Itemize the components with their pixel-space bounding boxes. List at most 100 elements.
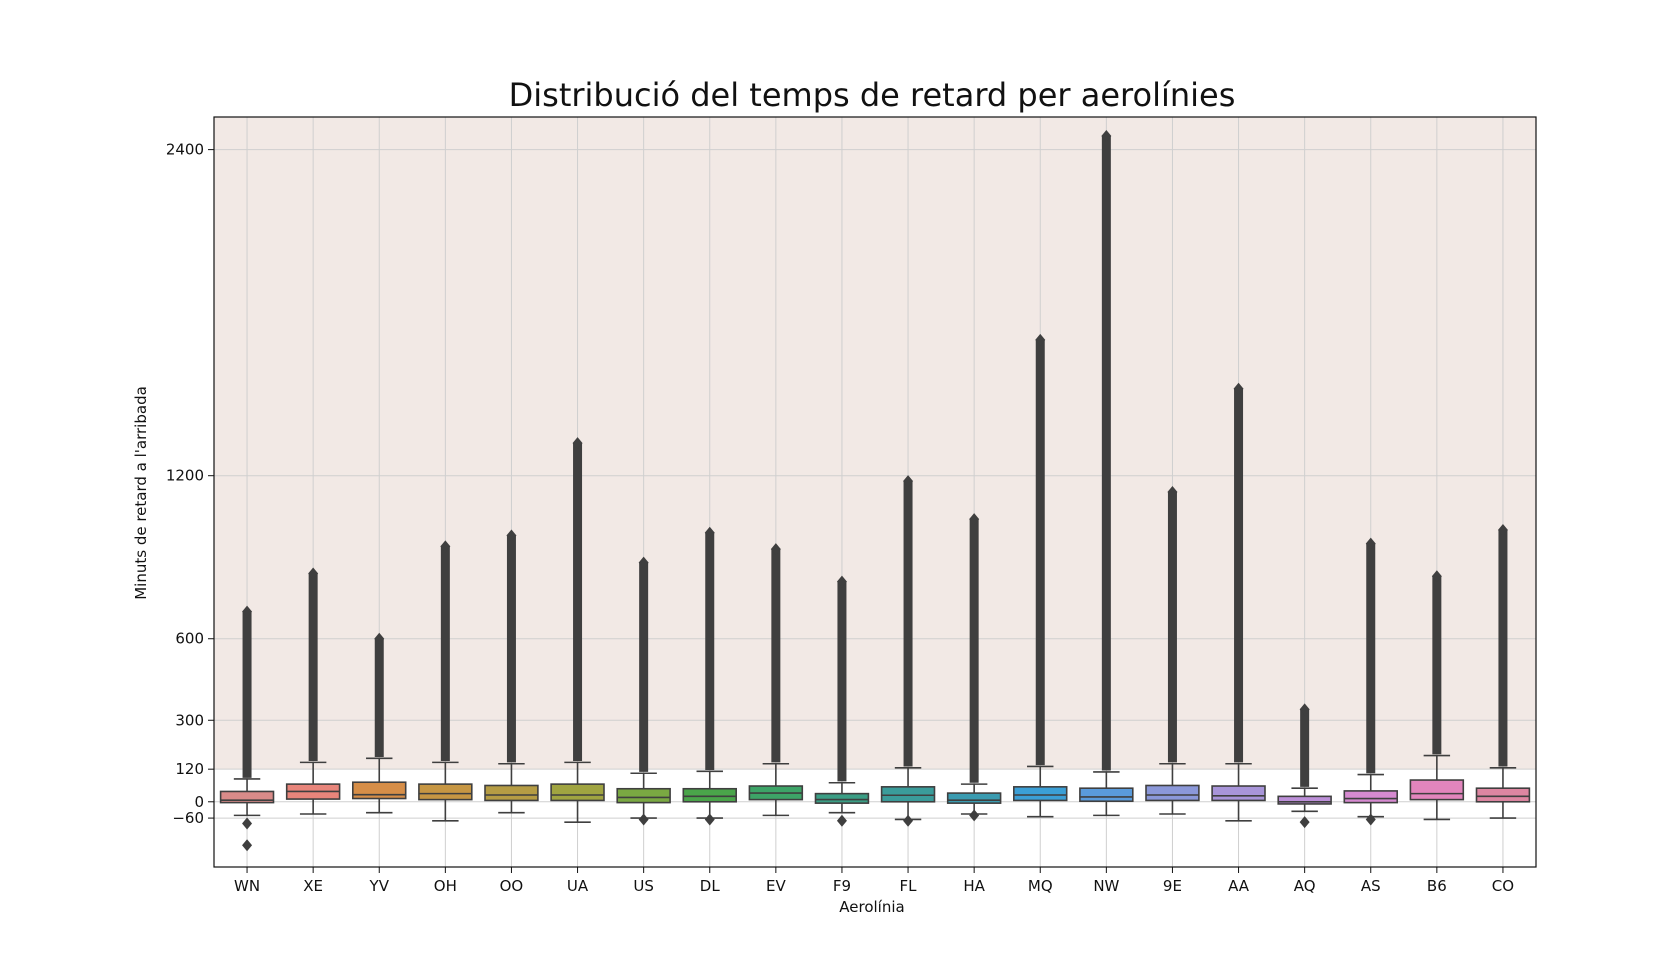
outlier-point: [572, 437, 583, 450]
y-tick-label: 0: [194, 793, 204, 811]
box-group-b6: [1409, 570, 1465, 821]
box-group-fl: [880, 475, 936, 827]
box-group-f9: [814, 575, 870, 827]
outlier-point: [969, 513, 980, 526]
x-tick-label: CO: [1492, 877, 1514, 895]
box-group-oh: [418, 540, 473, 822]
x-tick-label: MQ: [1028, 877, 1053, 895]
box-iqr: [1145, 784, 1200, 802]
x-tick-label: US: [633, 877, 654, 895]
outlier-point: [1299, 703, 1310, 716]
box-iqr: [880, 786, 936, 803]
box-iqr: [616, 787, 671, 804]
box-group-dl: [682, 526, 737, 826]
x-tick-label: OH: [434, 877, 457, 895]
y-tick-label: 1200: [166, 467, 204, 485]
y-axis-label: Minuts de retard a l'arribada: [132, 386, 150, 600]
outlier-point: [903, 814, 914, 827]
x-tick-label: UA: [567, 877, 589, 895]
box-group-ha: [946, 513, 1002, 822]
x-tick-label: AQ: [1294, 877, 1316, 895]
x-tick-label: HA: [963, 877, 985, 895]
box-iqr: [1343, 790, 1398, 804]
box-iqr: [1079, 787, 1134, 803]
x-tick-label: 9E: [1163, 877, 1182, 895]
outlier-point: [506, 529, 517, 542]
outlier-point: [836, 575, 847, 588]
outlier-point: [242, 839, 253, 852]
outlier-point: [242, 817, 253, 830]
box-group-ua: [550, 437, 605, 823]
box-iqr: [418, 783, 473, 801]
x-tick-label: YV: [369, 877, 390, 895]
box-group-mq: [1013, 333, 1068, 818]
box-iqr: [814, 792, 870, 804]
x-tick-label: AS: [1361, 877, 1381, 895]
outlier-point: [1167, 486, 1178, 498]
outlier-point: [1497, 524, 1508, 537]
box-layer: [219, 130, 1531, 852]
outlier-point: [836, 814, 847, 827]
x-tick-label: F9: [833, 877, 851, 895]
box-iqr: [550, 783, 605, 802]
outlier-point: [1299, 816, 1310, 829]
box-iqr: [1409, 779, 1465, 801]
outlier-point: [440, 540, 451, 553]
box-iqr: [1277, 795, 1332, 805]
y-tick-label: 120: [175, 760, 204, 778]
outlier-point: [374, 632, 385, 645]
box-group-us: [616, 556, 671, 826]
box-group-yv: [352, 632, 407, 814]
outlier-point: [1431, 570, 1442, 583]
x-tick-label: OO: [500, 877, 524, 895]
outlier-point: [1035, 333, 1046, 346]
x-tick-label: DL: [700, 877, 721, 895]
box-iqr: [352, 781, 407, 800]
box-iqr: [484, 784, 539, 802]
outlier-point: [704, 813, 715, 826]
x-tick-label: FL: [900, 877, 918, 895]
box-iqr: [1211, 785, 1266, 802]
box-iqr: [682, 787, 737, 803]
outlier-point: [308, 567, 319, 580]
outlier-point: [242, 605, 253, 618]
y-tick-label: 300: [175, 711, 204, 729]
x-axis-label: Aerolínia: [839, 898, 904, 916]
outlier-point: [1233, 382, 1244, 395]
plot-background: [214, 117, 1536, 770]
outlier-point: [638, 813, 649, 826]
box-iqr: [1475, 787, 1531, 803]
box-group-as: [1343, 537, 1398, 826]
box-iqr: [1013, 786, 1068, 802]
box-group-wn: [219, 605, 275, 852]
outlier-point: [770, 543, 781, 556]
outlier-point: [903, 475, 914, 488]
chart-title: Distribució del temps de retard per aero…: [509, 76, 1236, 114]
x-tick-label: NW: [1093, 877, 1119, 895]
outlier-point: [638, 556, 649, 569]
plot-frame: [213, 116, 1537, 868]
outlier-point: [704, 526, 715, 539]
box-iqr: [219, 790, 275, 804]
box-group-nw: [1079, 130, 1134, 817]
x-tick-label: EV: [766, 877, 786, 895]
outlier-point: [1101, 130, 1112, 143]
x-tick-label: WN: [234, 877, 260, 895]
y-tick-label: 2400: [166, 141, 204, 159]
box-group-ev: [748, 543, 804, 817]
box-group-oo: [484, 529, 539, 814]
box-group-9e: [1145, 486, 1200, 815]
highlight-band: [214, 117, 1536, 770]
box-group-aq: [1277, 703, 1332, 829]
x-tick-label: B6: [1427, 877, 1447, 895]
y-tick-label: 600: [175, 630, 204, 648]
box-group-aa: [1211, 382, 1266, 822]
axis-layer: −600 120 300 600 1200 2400 WN XE YV OH OO UA US DL EV F…: [166, 116, 1537, 895]
box-group-co: [1475, 524, 1531, 819]
x-tick-label: AA: [1228, 877, 1250, 895]
box-group-xe: [285, 567, 341, 815]
y-tick-label: −60: [172, 809, 204, 827]
outlier-point: [969, 809, 980, 822]
